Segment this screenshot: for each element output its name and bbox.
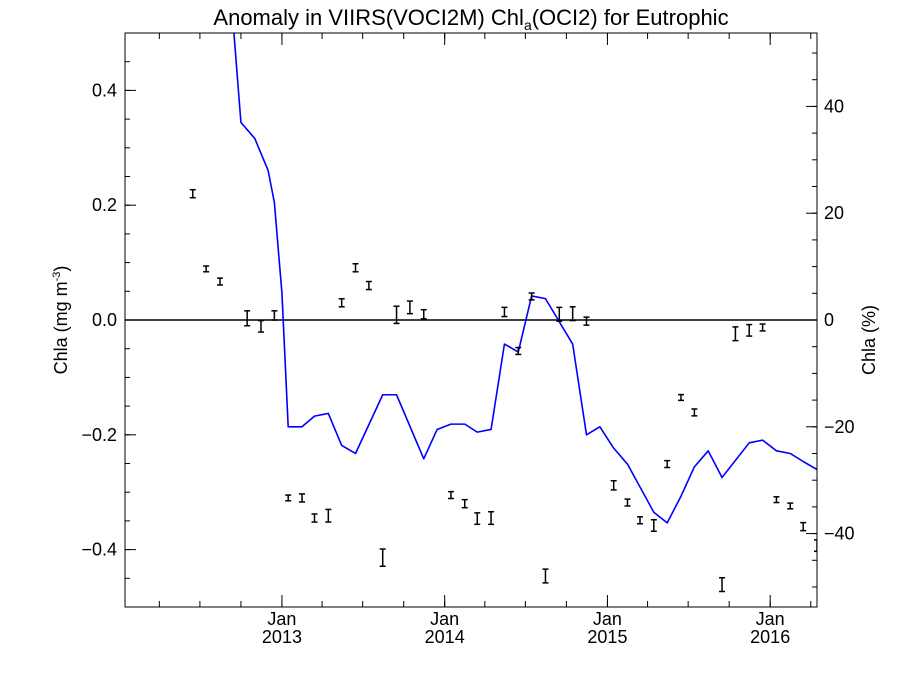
left-y-axis: −0.4 −0.2 0.0 0.2 0.4 xyxy=(81,32,136,608)
error-bar xyxy=(420,308,427,320)
error-bar xyxy=(610,479,617,491)
x-tick-month-label: Jan xyxy=(593,609,622,629)
error-bar xyxy=(650,519,657,532)
error-bar xyxy=(732,326,739,342)
error-bar xyxy=(379,548,386,567)
right-y-axis: −40 −20 0 20 40 xyxy=(806,52,855,588)
error-bar xyxy=(719,576,726,593)
right-axis-label: Chla (%) xyxy=(859,305,879,375)
error-bar xyxy=(691,408,698,417)
left-tick-label: −0.4 xyxy=(81,540,117,560)
error-bar xyxy=(515,346,522,356)
percent-anomaly-line xyxy=(233,33,817,524)
error-bar xyxy=(257,319,264,333)
right-tick-label: 20 xyxy=(824,203,844,223)
right-tick-label: 0 xyxy=(824,310,834,330)
error-bar xyxy=(814,539,817,553)
right-tick-label: 40 xyxy=(824,96,844,116)
error-bar xyxy=(664,459,671,469)
plot-area xyxy=(124,32,818,608)
error-bar xyxy=(365,280,372,291)
right-tick-label: −40 xyxy=(824,524,855,544)
error-bar xyxy=(501,306,508,318)
x-tick-year-label: 2016 xyxy=(750,627,790,647)
error-bar xyxy=(488,510,495,526)
error-bar xyxy=(311,513,318,523)
x-tick-year-label: 2014 xyxy=(425,627,465,647)
left-tick-label: 0.2 xyxy=(92,195,117,215)
error-bar xyxy=(787,502,794,510)
left-axis-label: Chla (mg m-3) xyxy=(51,266,71,375)
x-tick-year-label: 2013 xyxy=(262,627,302,647)
error-bar xyxy=(583,316,590,326)
error-bar xyxy=(271,310,278,321)
error-bar xyxy=(244,310,251,327)
error-bar xyxy=(528,292,535,301)
left-axis-label-close: ) xyxy=(51,266,71,272)
x-tick-month-label: Jan xyxy=(430,609,459,629)
chart-title-prefix: Anomaly in VIIRS(VOCI2M) Chl xyxy=(213,5,524,30)
x-tick-year-label: 2015 xyxy=(587,627,627,647)
chart-title-suffix: (OCI2) for Eutrophic xyxy=(532,5,729,30)
left-axis-label-superscript: -3 xyxy=(51,272,63,282)
left-axis-label-main: Chla (mg m xyxy=(51,281,71,374)
error-bar xyxy=(569,306,576,322)
left-tick-label: 0.0 xyxy=(92,310,117,330)
error-bar xyxy=(189,188,196,199)
error-bar xyxy=(474,512,481,526)
error-bar xyxy=(678,393,685,402)
error-bar xyxy=(461,498,468,509)
error-bar xyxy=(773,496,780,504)
x-tick-month-label: Jan xyxy=(756,609,785,629)
error-bar xyxy=(556,306,563,322)
error-bar xyxy=(542,568,549,584)
error-bar xyxy=(203,265,210,273)
error-bar xyxy=(624,498,631,507)
error-bar xyxy=(746,323,753,337)
chart-title: Anomaly in VIIRS(VOCI2M) Chla(OCI2) for … xyxy=(213,5,728,33)
error-bar xyxy=(352,262,359,273)
error-bar xyxy=(759,323,766,332)
right-tick-label: −20 xyxy=(824,417,855,437)
error-bar xyxy=(216,277,223,286)
error-bar xyxy=(800,521,807,532)
error-bar xyxy=(299,493,306,503)
error-bar xyxy=(406,300,413,315)
error-bar xyxy=(393,305,400,325)
error-bar xyxy=(636,516,643,525)
error-bar xyxy=(285,494,292,502)
left-tick-label: 0.4 xyxy=(92,80,117,100)
error-bar xyxy=(447,490,454,500)
chart-title-subscript: a xyxy=(524,17,532,33)
left-tick-label: −0.2 xyxy=(81,425,117,445)
error-bar xyxy=(338,298,345,308)
x-tick-month-label: Jan xyxy=(267,609,296,629)
error-bar xyxy=(325,508,332,523)
